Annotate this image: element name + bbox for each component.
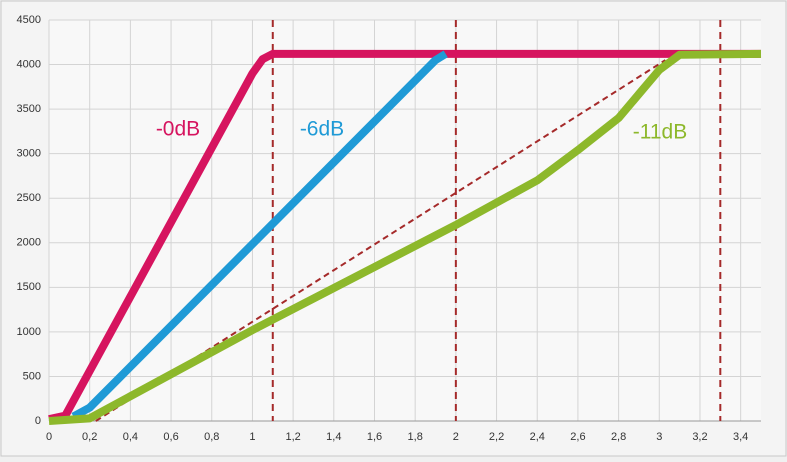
line <box>71 50 448 421</box>
x-tick-label: 3,4 <box>733 431 748 443</box>
x-tick-label: 2,2 <box>489 431 504 443</box>
x-tick-label: 1,2 <box>285 431 300 443</box>
x-tick-label: 1,6 <box>367 431 382 443</box>
y-tick-label: 2500 <box>17 192 41 204</box>
y-tick-label: 0 <box>35 415 41 427</box>
x-tick-label: 0,2 <box>82 431 97 443</box>
x-tick-label: 2 <box>453 431 459 443</box>
x-tick-label: 0 <box>46 431 52 443</box>
x-tick-label: 1 <box>249 431 255 443</box>
y-tick-label: 1500 <box>17 281 41 293</box>
x-tick-label: 0,6 <box>163 431 178 443</box>
y-tick-label: 500 <box>23 370 41 382</box>
y-tick-label: 3000 <box>17 148 41 160</box>
y-tick-label: 3500 <box>17 103 41 115</box>
y-tick-label: 1000 <box>17 326 41 338</box>
x-tick-label: 1,8 <box>408 431 423 443</box>
series-label: -6dB <box>300 118 344 141</box>
y-tick-label: 4500 <box>17 14 41 26</box>
x-tick-label: 2,6 <box>570 431 585 443</box>
x-tick-label: 0,8 <box>204 431 219 443</box>
x-tick-label: 3,2 <box>692 431 707 443</box>
line <box>48 49 762 425</box>
series-label: -0dB <box>156 118 200 141</box>
y-tick-label: 2000 <box>17 237 41 249</box>
y-tick-label: 4000 <box>17 58 41 70</box>
x-tick-label: 2,8 <box>611 431 626 443</box>
x-tick-label: 0,4 <box>123 431 138 443</box>
x-tick-label: 1,4 <box>326 431 341 443</box>
x-tick-label: 3 <box>656 431 662 443</box>
x-tick-label: 2,4 <box>530 431 545 443</box>
series-label: -11dB <box>633 121 687 144</box>
